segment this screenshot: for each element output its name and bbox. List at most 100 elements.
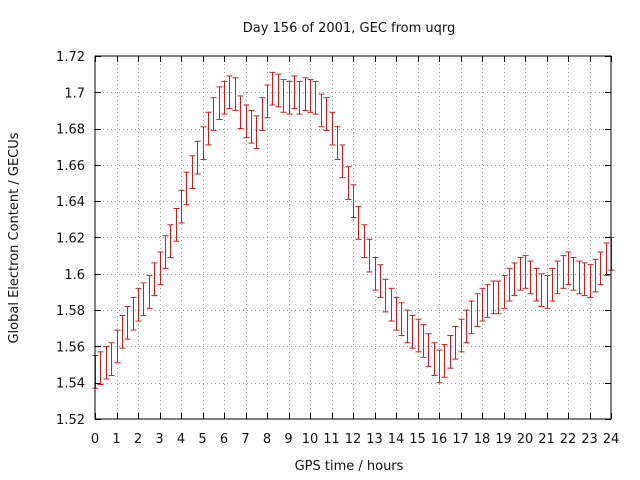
x-tick-label: 2 bbox=[134, 432, 142, 447]
error-bar-point bbox=[393, 296, 400, 331]
y-tick-label: 1.62 bbox=[56, 232, 85, 247]
error-bar-point bbox=[415, 318, 422, 353]
x-axis-label: GPS time / hours bbox=[295, 459, 404, 474]
error-bar-point bbox=[570, 256, 577, 291]
error-bar-point bbox=[323, 97, 330, 131]
error-bar-point bbox=[259, 97, 266, 131]
error-bar-point bbox=[119, 315, 126, 349]
error-bar-point bbox=[404, 309, 411, 344]
x-tick-label: 11 bbox=[323, 432, 340, 447]
error-bar-point bbox=[114, 329, 121, 364]
error-bar-point bbox=[436, 349, 443, 384]
error-bar-point bbox=[146, 275, 153, 309]
error-bar-point bbox=[409, 315, 416, 349]
error-bar-point bbox=[479, 287, 486, 322]
error-bar-point bbox=[221, 80, 228, 115]
error-bar-point bbox=[135, 287, 142, 322]
error-bar-point bbox=[173, 207, 180, 242]
y-tick-label: 1.66 bbox=[56, 159, 85, 174]
x-tick-label: 6 bbox=[220, 432, 228, 447]
y-tick-label: 1.64 bbox=[56, 195, 85, 210]
y-tick-labels: 1.52 1.54 1.56 1.58 1.6 1.62 1.64 1.66 1.68 1.7 1.… bbox=[56, 50, 85, 428]
error-bar-point bbox=[167, 224, 174, 258]
error-bar-point bbox=[194, 140, 201, 175]
error-bar-point bbox=[318, 93, 325, 128]
x-tick-label: 4 bbox=[177, 432, 185, 447]
error-bar-point bbox=[345, 166, 352, 200]
error-bar-point bbox=[286, 80, 293, 115]
y-tick-label: 1.58 bbox=[56, 304, 85, 319]
error-bar-point bbox=[554, 260, 561, 295]
error-bar-point bbox=[522, 255, 529, 289]
error-bar-point bbox=[474, 293, 481, 327]
error-bar-point bbox=[124, 305, 131, 340]
error-bar-point bbox=[253, 115, 260, 150]
error-bar-point bbox=[339, 144, 346, 179]
error-bar-point bbox=[447, 335, 454, 369]
error-bar-point bbox=[264, 84, 271, 119]
error-bar-point bbox=[377, 264, 384, 298]
x-tick-label: 7 bbox=[241, 432, 249, 447]
x-tick-label: 19 bbox=[495, 432, 512, 447]
tick-marks bbox=[95, 56, 612, 420]
error-bar-point bbox=[441, 344, 448, 378]
x-tick-label: 12 bbox=[345, 432, 362, 447]
x-tick-label: 8 bbox=[263, 432, 271, 447]
error-bar-point bbox=[501, 275, 508, 309]
x-tick-label: 9 bbox=[284, 432, 292, 447]
error-bar-point bbox=[350, 184, 357, 219]
error-bar-point bbox=[576, 260, 583, 295]
error-bar-point bbox=[484, 284, 491, 318]
error-bar-point bbox=[162, 235, 169, 269]
error-bar-point bbox=[210, 97, 217, 131]
x-tick-label: 5 bbox=[198, 432, 206, 447]
error-bar-point bbox=[495, 280, 502, 315]
error-bar-point bbox=[243, 104, 250, 139]
error-bar-point bbox=[372, 256, 379, 291]
x-tick-label: 17 bbox=[452, 432, 469, 447]
error-bar-point bbox=[97, 351, 104, 386]
x-tick-labels: 0 1 2 3 4 5 6 7 8 9 10 11 12 13 14 15 16 17 18 19 20 21 22 23 24 bbox=[91, 432, 619, 447]
error-bar-point bbox=[560, 255, 567, 289]
error-bar-point bbox=[452, 325, 459, 360]
error-bar-point bbox=[302, 77, 309, 111]
error-bar-point bbox=[511, 262, 518, 297]
grid bbox=[95, 56, 611, 419]
error-bar-point bbox=[490, 280, 497, 315]
error-bar-point bbox=[307, 79, 314, 113]
x-tick-label: 0 bbox=[91, 432, 99, 447]
error-bar-point bbox=[533, 267, 540, 302]
error-bar-point bbox=[420, 324, 427, 358]
error-bar-point bbox=[140, 282, 147, 317]
error-bar-point bbox=[157, 251, 164, 286]
error-bar-point bbox=[382, 278, 389, 313]
y-tick-label: 1.72 bbox=[56, 50, 85, 65]
error-bar-point bbox=[237, 95, 244, 130]
y-tick-label: 1.54 bbox=[56, 377, 85, 392]
error-bar-point bbox=[216, 86, 223, 121]
x-tick-label: 10 bbox=[302, 432, 319, 447]
x-tick-label: 18 bbox=[474, 432, 491, 447]
x-tick-label: 23 bbox=[581, 432, 598, 447]
y-tick-label: 1.6 bbox=[64, 268, 85, 283]
x-tick-label: 3 bbox=[155, 432, 163, 447]
error-bar-point bbox=[463, 309, 470, 344]
error-bar-point bbox=[366, 238, 373, 273]
y-axis-label: Global Electron Content / GECUs bbox=[7, 132, 22, 343]
error-bar-point bbox=[549, 267, 556, 302]
x-tick-label: 22 bbox=[560, 432, 577, 447]
error-bar-point bbox=[361, 224, 368, 258]
error-bar-point bbox=[425, 333, 432, 367]
error-bars bbox=[92, 71, 615, 389]
error-bar-point bbox=[291, 75, 298, 110]
error-bar-point bbox=[592, 258, 599, 293]
error-bar-point bbox=[269, 71, 276, 106]
error-bar-point bbox=[296, 80, 303, 115]
error-bar-point bbox=[581, 262, 588, 297]
y-tick-label: 1.68 bbox=[56, 123, 85, 138]
y-tick-label: 1.52 bbox=[56, 413, 85, 428]
error-bar-point bbox=[189, 155, 196, 189]
y-tick-label: 1.56 bbox=[56, 340, 85, 355]
error-bar-point bbox=[398, 302, 405, 337]
